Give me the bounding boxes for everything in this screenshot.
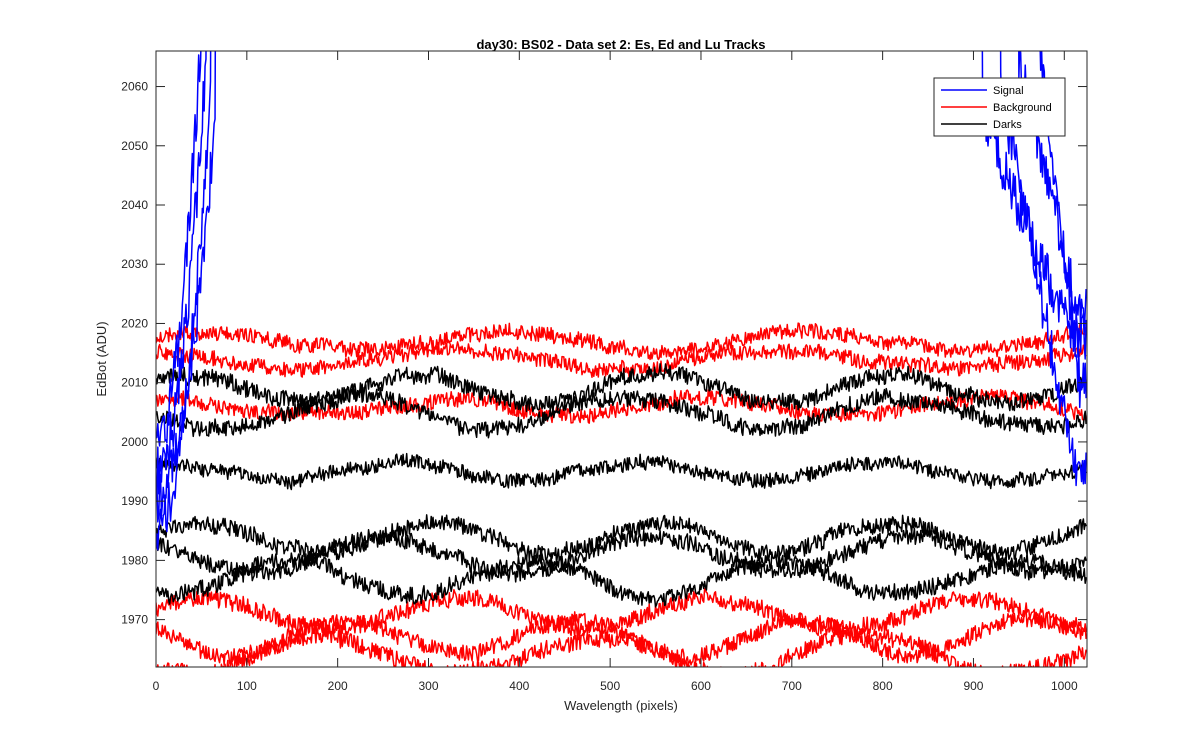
y-tick-label: 1990 (121, 494, 148, 508)
y-tick-label: 2060 (121, 80, 148, 94)
y-tick-label: 2050 (121, 139, 148, 153)
series-line-darks (156, 452, 1087, 491)
axes-frame (155, 50, 1088, 668)
series-line-background (156, 322, 1087, 361)
x-axis-label: Wavelength (pixels) (564, 698, 678, 713)
x-tick-label: 300 (418, 679, 438, 693)
x-tick-label: 200 (328, 679, 348, 693)
y-tick-label: 1980 (121, 553, 148, 567)
series-line-background (156, 627, 1087, 667)
series-line-darks (156, 384, 1087, 439)
x-tick-label: 0 (153, 679, 160, 693)
y-tick-label: 2000 (121, 435, 148, 449)
y-tick-label: 2040 (121, 198, 148, 212)
y-tick-label: 2020 (121, 316, 148, 330)
x-tick-label: 500 (600, 679, 620, 693)
x-tick-label: 400 (509, 679, 529, 693)
series-layer (156, 51, 1087, 667)
x-tick-label: 900 (963, 679, 983, 693)
y-tick-label: 2010 (121, 376, 148, 390)
x-tick-label: 600 (691, 679, 711, 693)
chart-title: day30: BS02 - Data set 2: Es, Ed and Lu … (476, 37, 765, 52)
x-tick-label: 800 (873, 679, 893, 693)
series-line-darks (156, 551, 1087, 608)
series-line-darks (156, 514, 1087, 565)
legend-label-background: Background (993, 102, 1052, 114)
x-tick-label: 1000 (1051, 679, 1078, 693)
y-tick-label: 1970 (121, 613, 148, 627)
legend-label-signal: Signal (993, 85, 1024, 97)
x-tick-label: 100 (237, 679, 257, 693)
tick-layer: 0 100 200 300 400 500 600 700 800 900 1000 1970 1980… (121, 51, 1087, 693)
legend: Signal Background Darks (933, 77, 1066, 137)
y-tick-label: 2030 (121, 257, 148, 271)
x-tick-label: 700 (782, 679, 802, 693)
legend-label-darks: Darks (993, 119, 1022, 131)
y-axis-label: EdBot (ADU) (94, 321, 109, 396)
series-line-darks (156, 527, 1087, 583)
